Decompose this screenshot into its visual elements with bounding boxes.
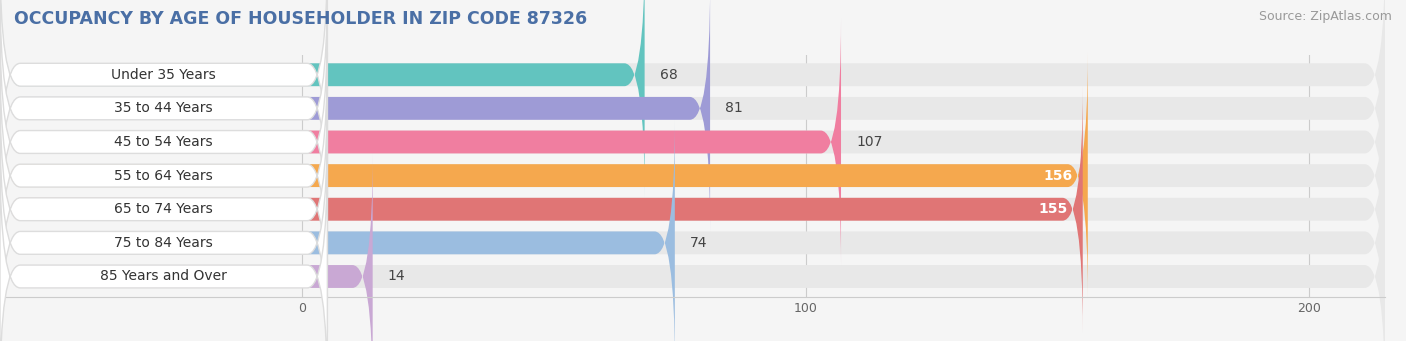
Text: 107: 107	[856, 135, 883, 149]
Text: 75 to 84 Years: 75 to 84 Years	[114, 236, 214, 250]
FancyBboxPatch shape	[0, 0, 328, 232]
Text: 14: 14	[388, 269, 405, 283]
FancyBboxPatch shape	[0, 86, 1385, 332]
FancyBboxPatch shape	[0, 120, 675, 341]
FancyBboxPatch shape	[0, 53, 1385, 299]
FancyBboxPatch shape	[0, 53, 1088, 299]
FancyBboxPatch shape	[0, 86, 1083, 332]
Text: Under 35 Years: Under 35 Years	[111, 68, 217, 82]
Text: 74: 74	[690, 236, 707, 250]
FancyBboxPatch shape	[0, 53, 328, 299]
Text: 156: 156	[1043, 168, 1073, 183]
Text: 68: 68	[659, 68, 678, 82]
FancyBboxPatch shape	[0, 120, 328, 341]
FancyBboxPatch shape	[0, 86, 328, 332]
FancyBboxPatch shape	[0, 19, 1385, 265]
Text: 85 Years and Over: 85 Years and Over	[100, 269, 228, 283]
Text: 155: 155	[1039, 202, 1067, 216]
FancyBboxPatch shape	[0, 153, 373, 341]
Text: 35 to 44 Years: 35 to 44 Years	[114, 101, 212, 115]
FancyBboxPatch shape	[0, 0, 1385, 198]
Text: 65 to 74 Years: 65 to 74 Years	[114, 202, 214, 216]
FancyBboxPatch shape	[0, 153, 328, 341]
Text: 45 to 54 Years: 45 to 54 Years	[114, 135, 212, 149]
FancyBboxPatch shape	[0, 120, 1385, 341]
FancyBboxPatch shape	[0, 153, 1385, 341]
FancyBboxPatch shape	[0, 19, 841, 265]
FancyBboxPatch shape	[0, 19, 328, 265]
Text: 81: 81	[725, 101, 742, 115]
FancyBboxPatch shape	[0, 0, 710, 232]
FancyBboxPatch shape	[0, 0, 1385, 232]
Text: OCCUPANCY BY AGE OF HOUSEHOLDER IN ZIP CODE 87326: OCCUPANCY BY AGE OF HOUSEHOLDER IN ZIP C…	[14, 10, 588, 28]
FancyBboxPatch shape	[0, 0, 328, 198]
FancyBboxPatch shape	[0, 0, 644, 198]
Text: Source: ZipAtlas.com: Source: ZipAtlas.com	[1258, 10, 1392, 23]
Text: 55 to 64 Years: 55 to 64 Years	[114, 168, 214, 183]
